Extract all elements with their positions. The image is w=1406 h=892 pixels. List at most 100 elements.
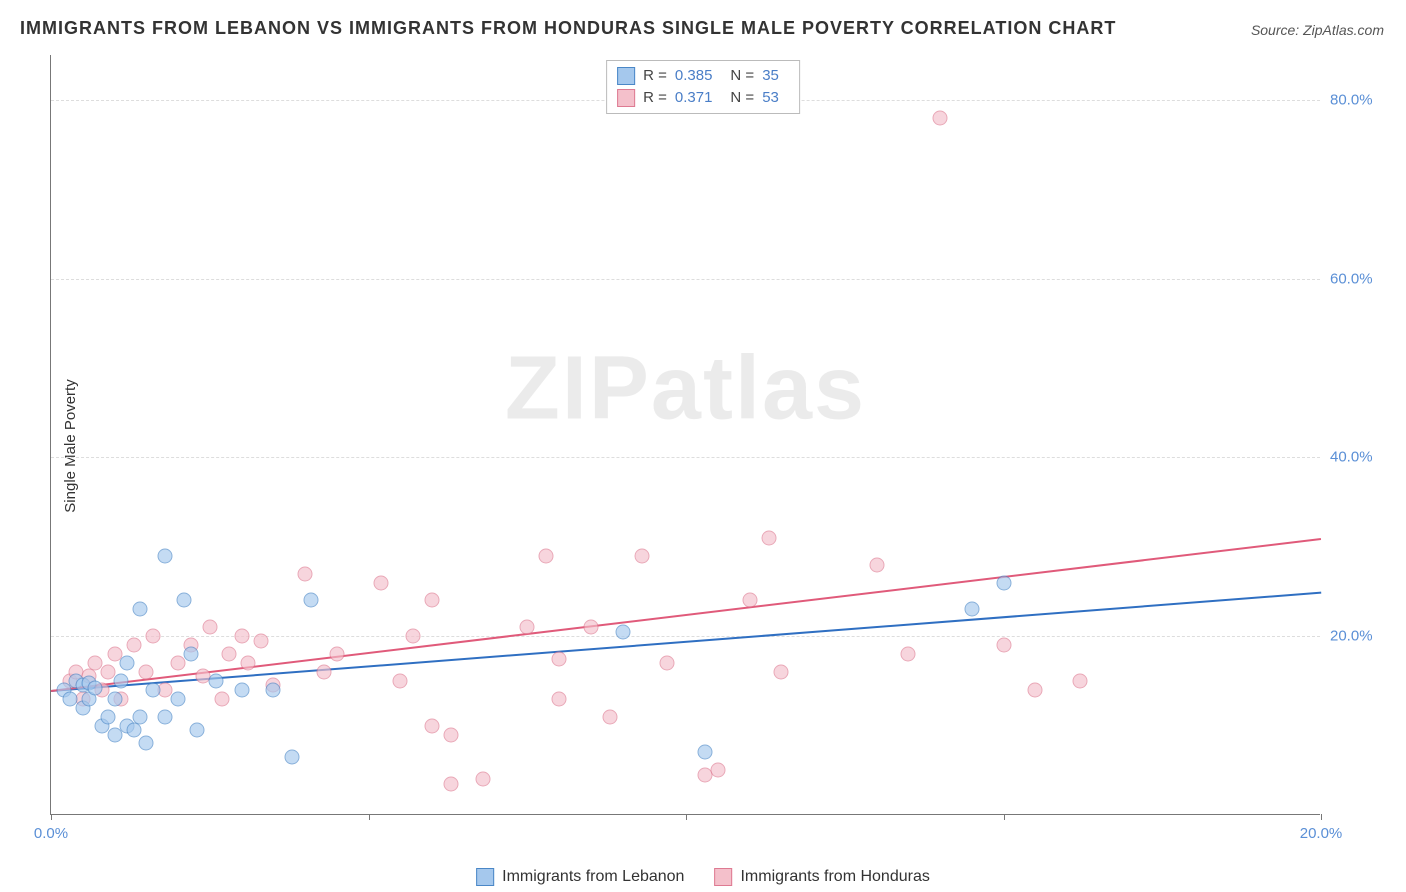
data-point	[285, 749, 300, 764]
n-label: N =	[730, 87, 754, 109]
r-label: R =	[643, 65, 667, 87]
data-point	[774, 664, 789, 679]
data-point	[425, 718, 440, 733]
data-point	[177, 593, 192, 608]
data-point	[698, 745, 713, 760]
y-tick-label: 20.0%	[1330, 628, 1390, 645]
data-point	[298, 566, 313, 581]
data-point	[996, 575, 1011, 590]
data-point	[120, 656, 135, 671]
data-point	[393, 673, 408, 688]
data-point	[1028, 682, 1043, 697]
gridline	[51, 457, 1320, 458]
data-point	[602, 709, 617, 724]
data-point	[552, 691, 567, 706]
data-point	[107, 691, 122, 706]
x-tick-mark	[1004, 814, 1005, 820]
r-value-lebanon: 0.385	[675, 65, 713, 87]
source-label: Source: ZipAtlas.com	[1251, 22, 1384, 38]
data-point	[304, 593, 319, 608]
data-point	[374, 575, 389, 590]
y-tick-label: 80.0%	[1330, 91, 1390, 108]
data-point	[634, 548, 649, 563]
data-point	[659, 656, 674, 671]
data-point	[520, 620, 535, 635]
data-point	[158, 709, 173, 724]
data-point	[126, 638, 141, 653]
data-point	[761, 530, 776, 545]
x-tick-mark	[1321, 814, 1322, 820]
stats-row-honduras: R = 0.371 N = 53	[617, 87, 789, 109]
r-label: R =	[643, 87, 667, 109]
data-point	[425, 593, 440, 608]
data-point	[444, 776, 459, 791]
data-point	[132, 602, 147, 617]
data-point	[996, 638, 1011, 653]
x-tick-mark	[369, 814, 370, 820]
data-point	[132, 709, 147, 724]
data-point	[552, 651, 567, 666]
data-point	[240, 656, 255, 671]
data-point	[234, 682, 249, 697]
watermark-text: ZIPatlas	[505, 337, 866, 440]
data-point	[145, 682, 160, 697]
data-point	[202, 620, 217, 635]
swatch-honduras-icon	[714, 868, 732, 886]
data-point	[215, 691, 230, 706]
data-point	[317, 664, 332, 679]
legend-label-lebanon: Immigrants from Lebanon	[502, 868, 684, 886]
data-point	[88, 681, 103, 696]
data-point	[234, 629, 249, 644]
series-legend: Immigrants from Lebanon Immigrants from …	[476, 868, 930, 886]
gridline	[51, 279, 1320, 280]
n-value-lebanon: 35	[762, 65, 779, 87]
trend-line	[51, 538, 1321, 692]
swatch-lebanon-icon	[476, 868, 494, 886]
y-tick-label: 40.0%	[1330, 449, 1390, 466]
stats-legend: R = 0.385 N = 35 R = 0.371 N = 53	[606, 60, 800, 114]
data-point	[615, 624, 630, 639]
x-tick-label: 0.0%	[34, 825, 68, 842]
data-point	[444, 727, 459, 742]
data-point	[710, 763, 725, 778]
data-point	[183, 647, 198, 662]
y-tick-label: 60.0%	[1330, 270, 1390, 287]
data-point	[158, 548, 173, 563]
data-point	[475, 772, 490, 787]
chart-title: IMMIGRANTS FROM LEBANON VS IMMIGRANTS FR…	[20, 18, 1116, 39]
data-point	[221, 647, 236, 662]
data-point	[405, 629, 420, 644]
legend-label-honduras: Immigrants from Honduras	[740, 868, 929, 886]
data-point	[933, 110, 948, 125]
data-point	[1072, 673, 1087, 688]
data-point	[253, 633, 268, 648]
data-point	[139, 736, 154, 751]
swatch-honduras	[617, 89, 635, 107]
data-point	[742, 593, 757, 608]
x-tick-mark	[51, 814, 52, 820]
n-label: N =	[730, 65, 754, 87]
data-point	[901, 647, 916, 662]
data-point	[583, 620, 598, 635]
data-point	[209, 673, 224, 688]
legend-item-honduras: Immigrants from Honduras	[714, 868, 929, 886]
x-tick-label: 20.0%	[1300, 825, 1343, 842]
data-point	[190, 723, 205, 738]
plot-area: ZIPatlas 20.0%40.0%60.0%80.0%0.0%20.0%	[50, 55, 1320, 815]
x-tick-mark	[686, 814, 687, 820]
data-point	[869, 557, 884, 572]
data-point	[266, 682, 281, 697]
data-point	[964, 602, 979, 617]
data-point	[113, 673, 128, 688]
data-point	[539, 548, 554, 563]
data-point	[139, 664, 154, 679]
data-point	[329, 647, 344, 662]
data-point	[101, 709, 116, 724]
swatch-lebanon	[617, 67, 635, 85]
n-value-honduras: 53	[762, 87, 779, 109]
chart-container: IMMIGRANTS FROM LEBANON VS IMMIGRANTS FR…	[0, 0, 1406, 892]
stats-row-lebanon: R = 0.385 N = 35	[617, 65, 789, 87]
data-point	[145, 629, 160, 644]
data-point	[171, 691, 186, 706]
data-point	[126, 723, 141, 738]
